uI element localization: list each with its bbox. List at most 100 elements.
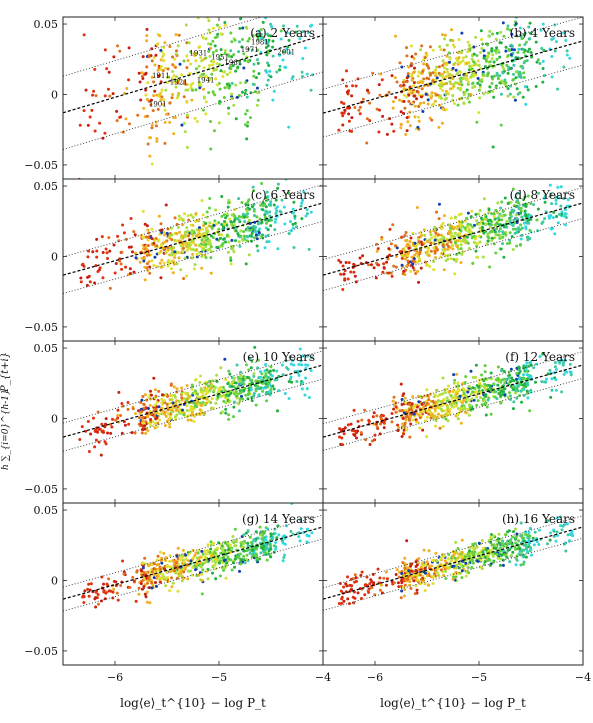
data-point [415,97,419,101]
data-point [240,38,244,42]
data-point [300,198,304,202]
data-point [194,59,198,63]
data-point [442,214,446,218]
data-point [513,391,517,395]
data-point [481,255,485,259]
data-point [182,413,186,417]
data-point [488,384,492,388]
data-point [495,227,499,231]
data-point [517,47,521,51]
data-point [467,100,471,104]
data-point [394,410,398,414]
data-point [208,379,212,383]
data-point [467,43,471,47]
data-point [303,46,307,50]
data-point [390,274,394,278]
data-point [264,205,268,209]
data-point [265,199,269,203]
data-point [133,251,137,255]
data-point [407,408,411,412]
data-point [180,579,184,583]
data-point [438,94,442,98]
data-point [271,45,275,49]
data-point [264,196,268,200]
data-point [452,373,456,377]
data-point [441,75,445,79]
data-point [109,589,113,593]
data-point [405,129,409,133]
data-point [536,207,540,211]
data-point [501,21,505,25]
data-point [451,66,455,70]
data-point [93,428,97,432]
data-point [522,76,526,80]
data-point [506,87,510,91]
data-point [289,219,292,223]
data-point [411,243,415,247]
data-point [273,228,277,232]
data-point [211,26,215,30]
data-point [291,359,295,363]
data-point [503,393,507,397]
data-point [201,568,205,572]
data-point [242,234,246,238]
data-point [451,94,455,98]
data-point [264,382,268,386]
data-point [263,369,267,373]
data-point [169,383,173,387]
data-point [518,70,522,74]
data-point [261,201,265,205]
data-point [384,583,388,587]
data-point [511,187,515,191]
data-point [429,416,433,420]
data-point [444,576,448,580]
data-point [159,98,163,102]
data-point [249,388,253,392]
data-point [207,399,211,403]
data-point [491,32,495,36]
data-point [218,574,222,578]
data-point [405,54,409,58]
data-point [177,568,181,572]
data-point [239,234,243,238]
data-point [137,71,141,75]
data-point [406,259,410,263]
data-point [252,374,256,378]
data-point [230,376,234,380]
data-point [500,393,504,397]
data-point [488,265,492,269]
data-point [205,552,209,556]
data-point [518,43,522,47]
data-point [483,370,487,374]
data-point [508,373,512,377]
data-point [354,280,358,284]
data-point [199,565,203,569]
data-point [437,202,441,206]
data-point [553,49,557,53]
data-point [239,382,243,386]
data-point [493,230,497,234]
data-point [341,114,345,118]
data-point [343,269,347,273]
data-point [143,222,147,226]
data-point [563,208,567,212]
data-point [245,553,249,557]
data-point [524,40,528,44]
data-point [477,234,481,238]
data-point [496,211,499,215]
data-point [377,263,381,267]
data-point [519,521,523,525]
data-point [109,431,113,435]
data-point [174,409,178,413]
data-point [263,538,267,542]
data-point [502,225,506,229]
data-point [539,28,543,32]
data-point [414,564,418,568]
data-point [459,421,463,425]
data-point [454,68,458,72]
data-point [525,381,529,385]
data-point [511,227,515,231]
data-point [245,109,249,113]
data-point [101,429,105,433]
data-point [163,240,167,244]
